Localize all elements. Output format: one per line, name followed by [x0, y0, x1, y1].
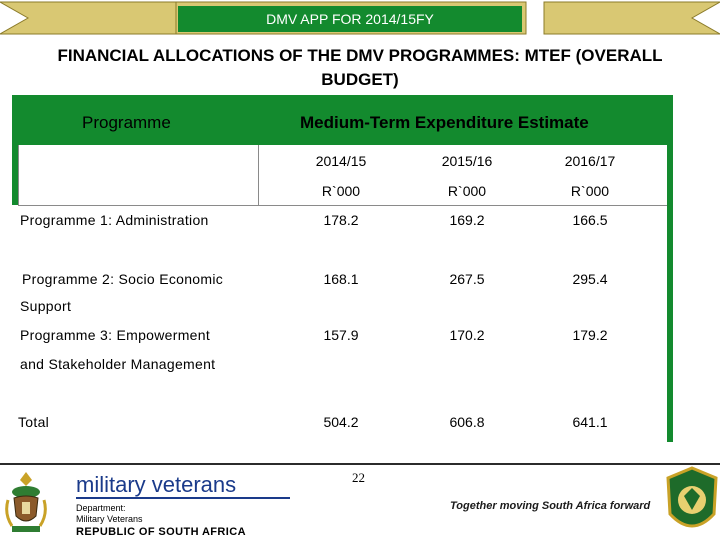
- table-cell: 170.2: [449, 327, 485, 343]
- row-label-programme-3-cont: and Stakeholder Management: [20, 356, 216, 372]
- header-mtee: Medium-Term Expenditure Estimate: [300, 113, 589, 132]
- grid-line: [258, 145, 259, 205]
- unit-label: R`000: [321, 183, 361, 199]
- table-cell: 267.5: [449, 271, 485, 287]
- year-2015-16: 2015/16: [441, 153, 493, 169]
- row-label-programme-1: Programme 1: Administration: [20, 212, 209, 228]
- table-cell: 166.5: [572, 212, 608, 228]
- table-cell: 178.2: [323, 212, 359, 228]
- banner-title: DMV APP FOR 2014/15FY: [266, 11, 434, 27]
- veterans-badge-icon: [666, 466, 718, 528]
- table-cell-total: 606.8: [449, 414, 485, 430]
- department-label: Department: Military Veterans: [76, 503, 143, 525]
- department-line-1: Department:: [76, 503, 126, 513]
- year-2016-17: 2016/17: [564, 153, 616, 169]
- tagline: Together moving South Africa forward: [450, 500, 651, 512]
- page-number: 22: [352, 470, 365, 485]
- row-label-total: Total: [18, 414, 50, 430]
- unit-label: R`000: [570, 183, 610, 199]
- mtef-table: Programme Medium-Term Expenditure Estima…: [12, 95, 673, 442]
- table-cell-total: 504.2: [323, 414, 359, 430]
- grid-line: [18, 205, 667, 206]
- table-cell-total: 641.1: [572, 414, 608, 430]
- table-cell: 295.4: [572, 271, 608, 287]
- page-title: FINANCIAL ALLOCATIONS OF THE DMV PROGRAM…: [57, 46, 663, 89]
- row-label-programme-2-cont: Support: [20, 298, 72, 314]
- row-label-programme-3: Programme 3: Empowerment: [20, 327, 211, 343]
- table-cell: 168.1: [323, 271, 359, 287]
- year-2014-15: 2014/15: [315, 153, 367, 169]
- department-line-2: Military Veterans: [76, 514, 143, 524]
- green-band-left: [12, 145, 18, 205]
- coat-of-arms-icon: [5, 472, 47, 532]
- footer-divider: [0, 463, 720, 465]
- grid-line: [18, 145, 19, 205]
- banner-graphic: [0, 1, 720, 35]
- country-label: REPUBLIC OF SOUTH AFRICA: [76, 526, 246, 538]
- row-label-programme-2: Programme 2: Socio Economic: [22, 271, 224, 287]
- brand-underline: [76, 497, 290, 499]
- table-header: [12, 95, 673, 145]
- green-band-right: [667, 145, 673, 442]
- brand-name: military veterans: [76, 472, 237, 497]
- table-cell: 179.2: [572, 327, 608, 343]
- unit-label: R`000: [447, 183, 487, 199]
- table-cell: 157.9: [323, 327, 359, 343]
- header-programme: Programme: [82, 113, 171, 132]
- top-banner: DMV APP FOR 2014/15FY: [0, 0, 720, 38]
- table-cell: 169.2: [449, 212, 485, 228]
